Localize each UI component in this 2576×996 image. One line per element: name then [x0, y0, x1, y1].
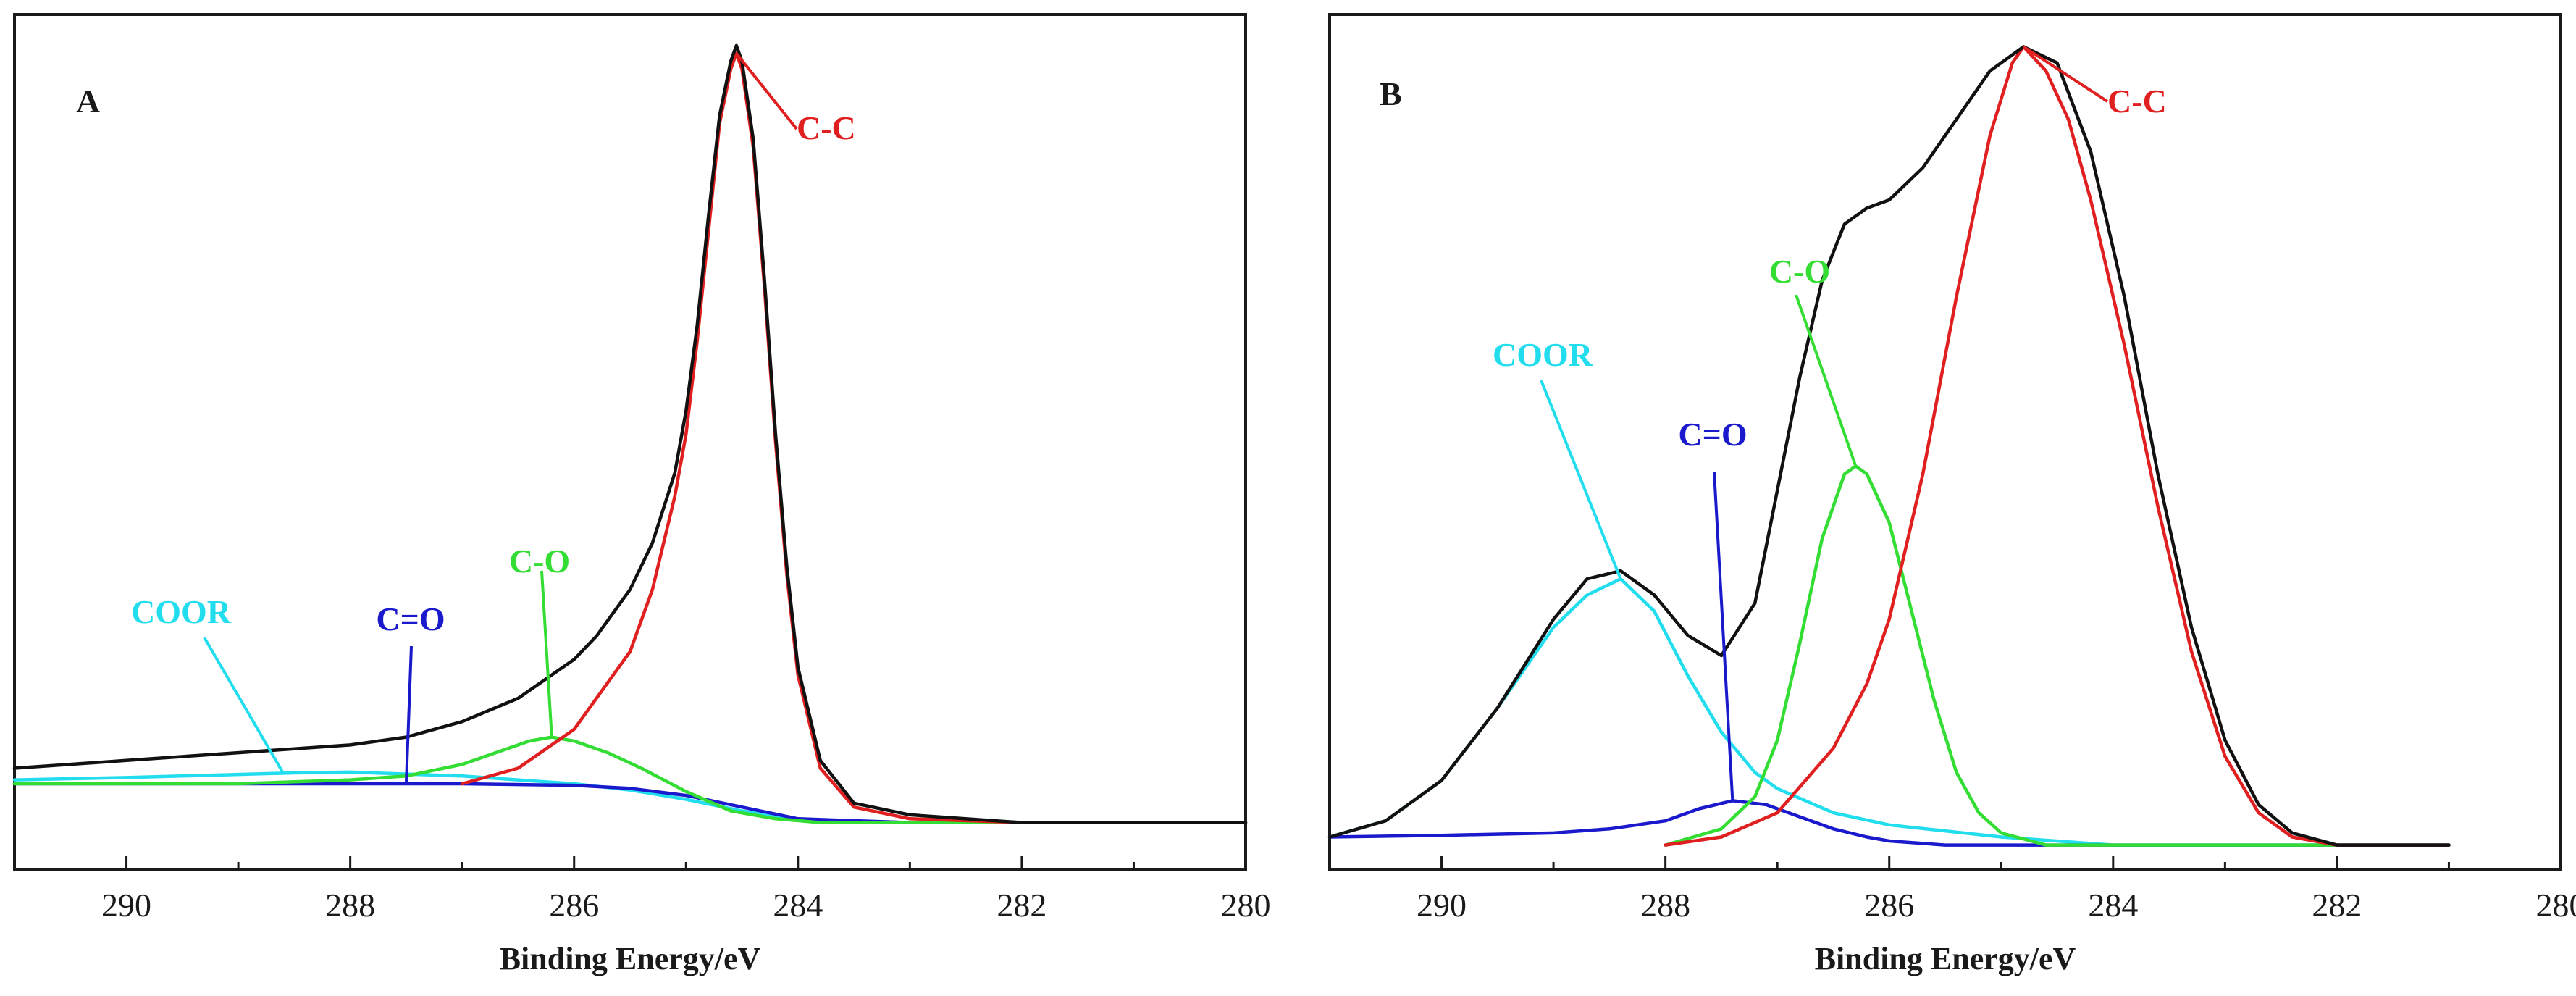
x-tick-label-b-288: 288 [1640, 887, 1690, 924]
x-tick-label-a-286: 286 [549, 887, 599, 924]
series-a-coor [12, 770, 1248, 824]
x-tick-label-b-280: 280 [2536, 887, 2576, 924]
annotation-label-b-co: C-O [1769, 253, 1830, 290]
annotations-b: C-C C-O C=O COOR [1493, 45, 2167, 801]
x-tick-label-b-290: 290 [1417, 887, 1467, 924]
x-ticks-a: 290 288 286 284 282 280 [101, 856, 1271, 924]
x-tick-label-a-280: 280 [1221, 887, 1271, 924]
annotation-leader-b-co [1795, 294, 1858, 467]
x-axis-label-a: Binding Energy/eV [500, 941, 761, 976]
plot-frame-b [1328, 13, 2562, 871]
x-tick-label-a-288: 288 [325, 887, 375, 924]
series-a-envelope [12, 43, 1248, 824]
annotation-label-a-coor: COOR [131, 593, 232, 630]
annotation-label-b-cc: C-C [2107, 83, 2167, 120]
annotation-label-a-ceo: C=O [376, 600, 445, 637]
annotation-label-b-coor: COOR [1493, 336, 1593, 373]
panel-label-a: A [76, 83, 100, 120]
x-tick-label-b-284: 284 [2088, 887, 2138, 924]
x-tick-label-b-282: 282 [2312, 887, 2362, 924]
x-axis-label-b: Binding Energy/eV [1815, 941, 2076, 976]
annotation-label-b-ceo: C=O [1678, 416, 1747, 453]
annotations-a: C-C C-O C=O COOR [131, 52, 856, 784]
chart-panel-a: A Binding Energy/eV 290 288 286 284 282 280 C… [12, 13, 1271, 976]
plot-frame-a [13, 13, 1247, 871]
panel-label-b: B [1380, 75, 1402, 112]
annotation-leader-b-coor [1540, 380, 1622, 579]
chart-panel-b: B Binding Energy/eV 290 288 286 284 282 280 C… [1327, 13, 2576, 976]
annotation-leader-a-co [540, 570, 553, 737]
x-ticks-b: 290 288 286 284 282 280 [1417, 856, 2576, 924]
series-b-co [1664, 464, 2451, 847]
annotation-leader-a-cc [735, 52, 798, 130]
curves-a [12, 43, 1248, 824]
annotation-leader-b-cc [2023, 45, 2109, 103]
annotation-label-a-cc: C-C [797, 109, 856, 146]
x-tick-label-a-284: 284 [773, 887, 823, 924]
curves-b [1327, 45, 2451, 847]
series-a-ceo [12, 782, 1248, 824]
x-tick-label-a-282: 282 [997, 887, 1046, 924]
series-a-co [12, 735, 1248, 824]
annotation-leader-b-ceo [1713, 472, 1734, 801]
series-b-envelope [1327, 45, 2451, 847]
annotation-label-a-co: C-O [509, 543, 570, 579]
series-b-cc [1664, 45, 2451, 847]
x-tick-label-b-286: 286 [1864, 887, 1914, 924]
x-tick-label-a-290: 290 [101, 887, 151, 924]
annotation-leader-a-ceo [404, 645, 413, 784]
series-a-cc [460, 51, 1248, 824]
annotation-leader-a-coor [203, 636, 285, 774]
